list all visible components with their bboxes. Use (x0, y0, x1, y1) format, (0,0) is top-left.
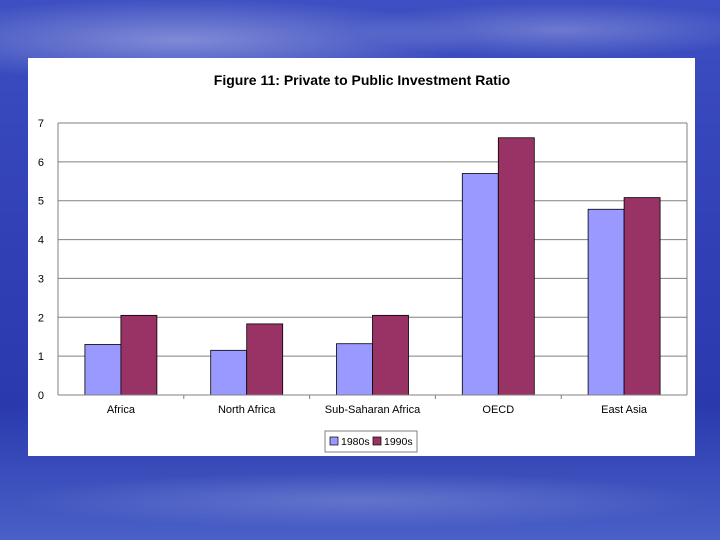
legend: 1980s 1990s (324, 430, 418, 453)
chart-title: Figure 11: Private to Public Investment … (214, 72, 510, 88)
bar-1990s-oecd (497, 137, 535, 396)
bar-1980s-sub-saharan-africa (336, 343, 373, 396)
gridlines (58, 122, 687, 357)
x-tick-label: Africa (107, 404, 136, 416)
bars (84, 137, 661, 396)
legend-box (324, 430, 418, 453)
legend-label-1990s: 1990s (384, 436, 413, 448)
legend-label-1980s: 1980s (341, 436, 370, 448)
bar-1990s-north-africa (246, 323, 284, 396)
y-tick-label: 2 (38, 312, 44, 324)
bar-1980s-east-asia (587, 208, 625, 396)
y-tick-label: 4 (38, 235, 44, 247)
chart-frame: Figure 11: Private to Public Investment … (28, 58, 695, 456)
bar-1980s-oecd (461, 173, 499, 396)
bar-1980s-africa (84, 344, 122, 396)
bar-1990s-africa (120, 314, 158, 396)
y-tick-label: 6 (38, 157, 44, 169)
y-tick-label: 7 (38, 118, 44, 130)
x-tick-label: East Asia (601, 404, 648, 416)
y-tick-label: 3 (38, 273, 44, 285)
y-tick-label: 0 (38, 390, 44, 402)
x-tick-label: North Africa (218, 404, 276, 416)
bar-1990s-east-asia (623, 197, 661, 396)
bar-1980s-north-africa (210, 349, 248, 396)
bar-1990s-sub-saharan-africa (372, 314, 409, 396)
axes: 0 1 2 3 4 5 6 7 Africa North Africa Sub-Saharan Af… (38, 118, 688, 416)
x-tick-label: Sub-Saharan Africa (325, 404, 421, 416)
legend-swatch-1980s (329, 436, 339, 446)
y-tick-label: 5 (38, 196, 44, 208)
legend-swatch-1990s (372, 436, 382, 446)
chart-svg: Figure 11: Private to Public Investment … (38, 72, 688, 453)
y-tick-label: 1 (38, 351, 44, 363)
x-tick-label: OECD (482, 404, 514, 416)
